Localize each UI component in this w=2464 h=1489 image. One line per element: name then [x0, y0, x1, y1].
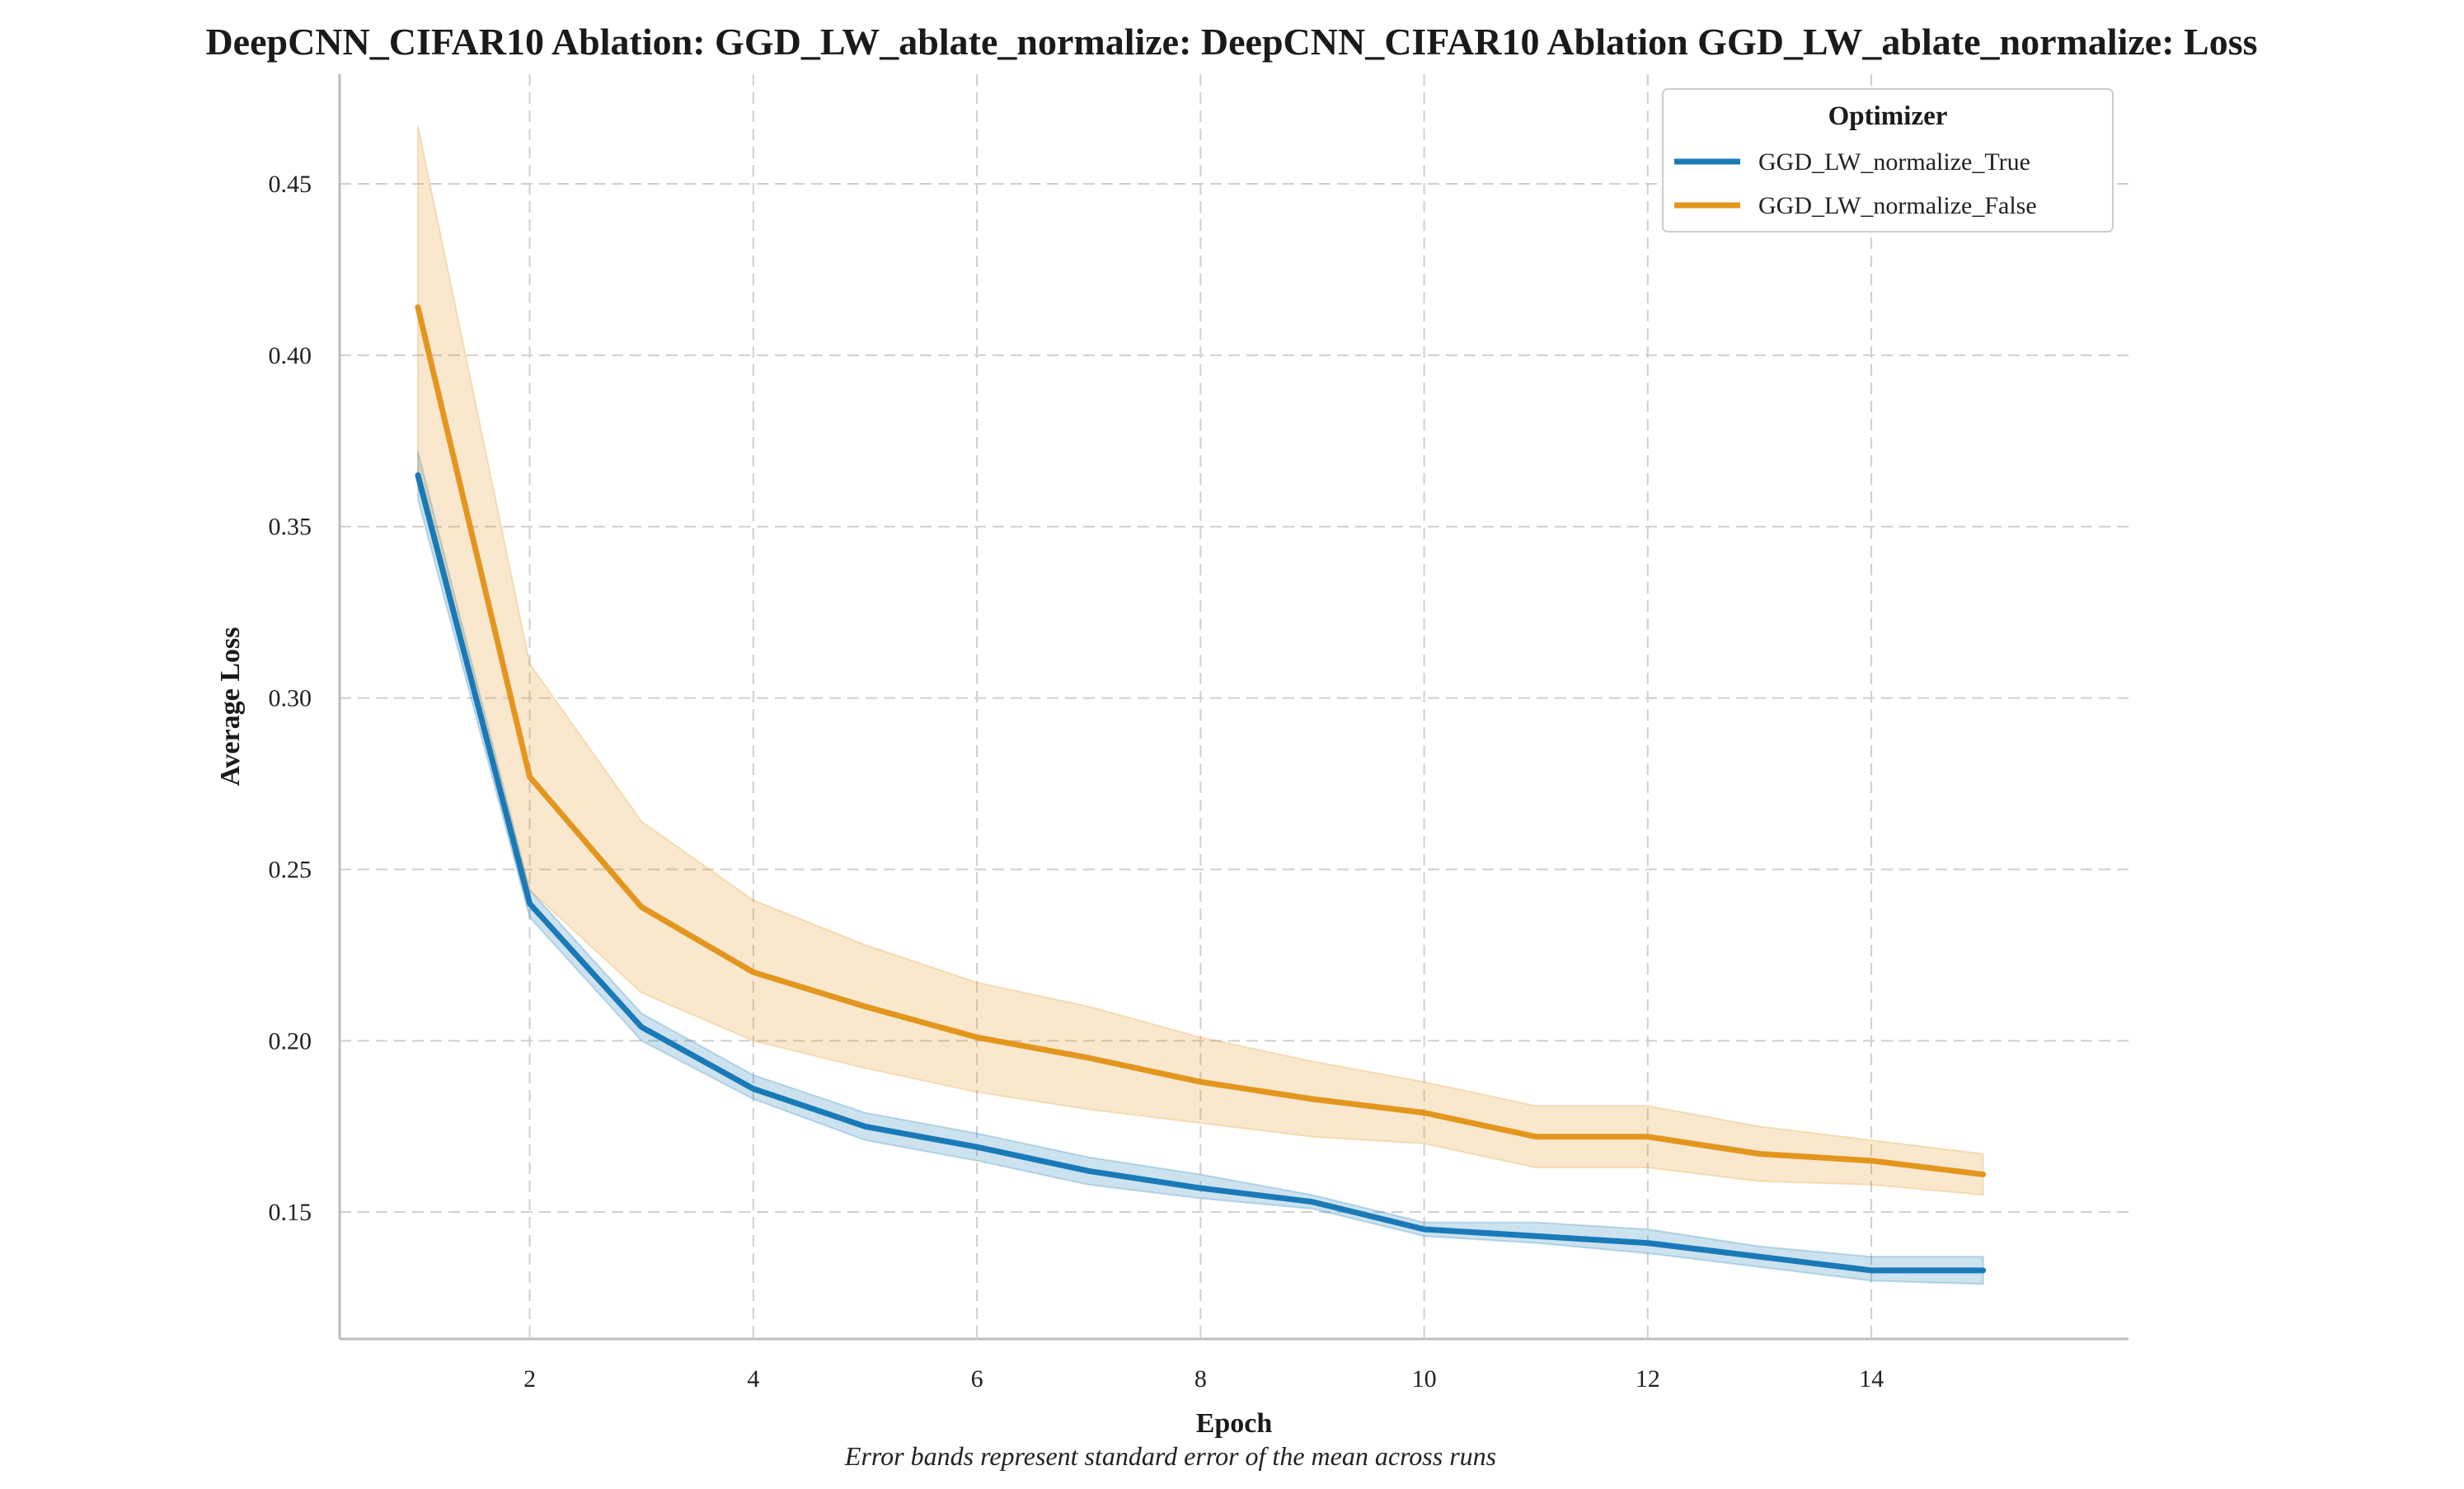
y-tick-label: 0.15	[269, 1199, 312, 1226]
x-tick-label: 2	[523, 1365, 536, 1393]
y-axis-label: Average Loss	[215, 627, 246, 787]
series-line-ggd-lw-normalize-true	[415, 472, 1987, 1274]
error-bands	[416, 125, 1984, 1285]
y-tick-label: 0.30	[269, 685, 312, 712]
grid-lines	[340, 74, 2128, 1339]
legend-title: Optimizer	[1828, 101, 1948, 131]
y-tick-label: 0.25	[269, 856, 312, 883]
x-tick-labels: 2 4 6 8 10 12 14	[523, 1365, 1884, 1393]
x-tick-label: 8	[1194, 1365, 1207, 1393]
error-band-ggd-lw-normalize-true	[416, 451, 1984, 1285]
legend-items: GGD_LW_normalize_True GGD_LW_normalize_Fa…	[1674, 148, 2037, 219]
y-tick-label: 0.40	[269, 342, 312, 369]
series-lines	[415, 304, 1987, 1274]
x-tick-label: 4	[747, 1365, 759, 1393]
chart-title: DeepCNN_CIFAR10 Ablation: GGD_LW_ablate_…	[205, 21, 2257, 63]
x-axis-label: Epoch	[1196, 1408, 1273, 1439]
chart-caption: Error bands represent standard error of …	[844, 1441, 1496, 1471]
legend-label-ggd-lw-normalize-true: GGD_LW_normalize_True	[1758, 148, 2030, 176]
legend-frame	[1662, 88, 2114, 233]
y-tick-label: 0.20	[269, 1027, 312, 1055]
error-band-ggd-lw-normalize-false	[416, 125, 1984, 1196]
x-tick-label: 14	[1859, 1365, 1884, 1393]
x-tick-label: 6	[971, 1365, 983, 1393]
y-tick-label: 0.45	[269, 171, 312, 198]
legend: Optimizer GGD_LW_normalize_TrueGGD_LW_no…	[1662, 88, 2114, 233]
x-tick-label: 10	[1412, 1365, 1437, 1393]
x-tick-label: 12	[1636, 1365, 1660, 1393]
y-tick-labels: 0.15 0.20 0.25 0.30 0.35 0.40 0.45	[269, 171, 312, 1226]
legend-label-ggd-lw-normalize-false: GGD_LW_normalize_False	[1758, 192, 2037, 219]
series-line-ggd-lw-normalize-false	[415, 304, 1987, 1177]
y-tick-label: 0.35	[269, 514, 312, 541]
